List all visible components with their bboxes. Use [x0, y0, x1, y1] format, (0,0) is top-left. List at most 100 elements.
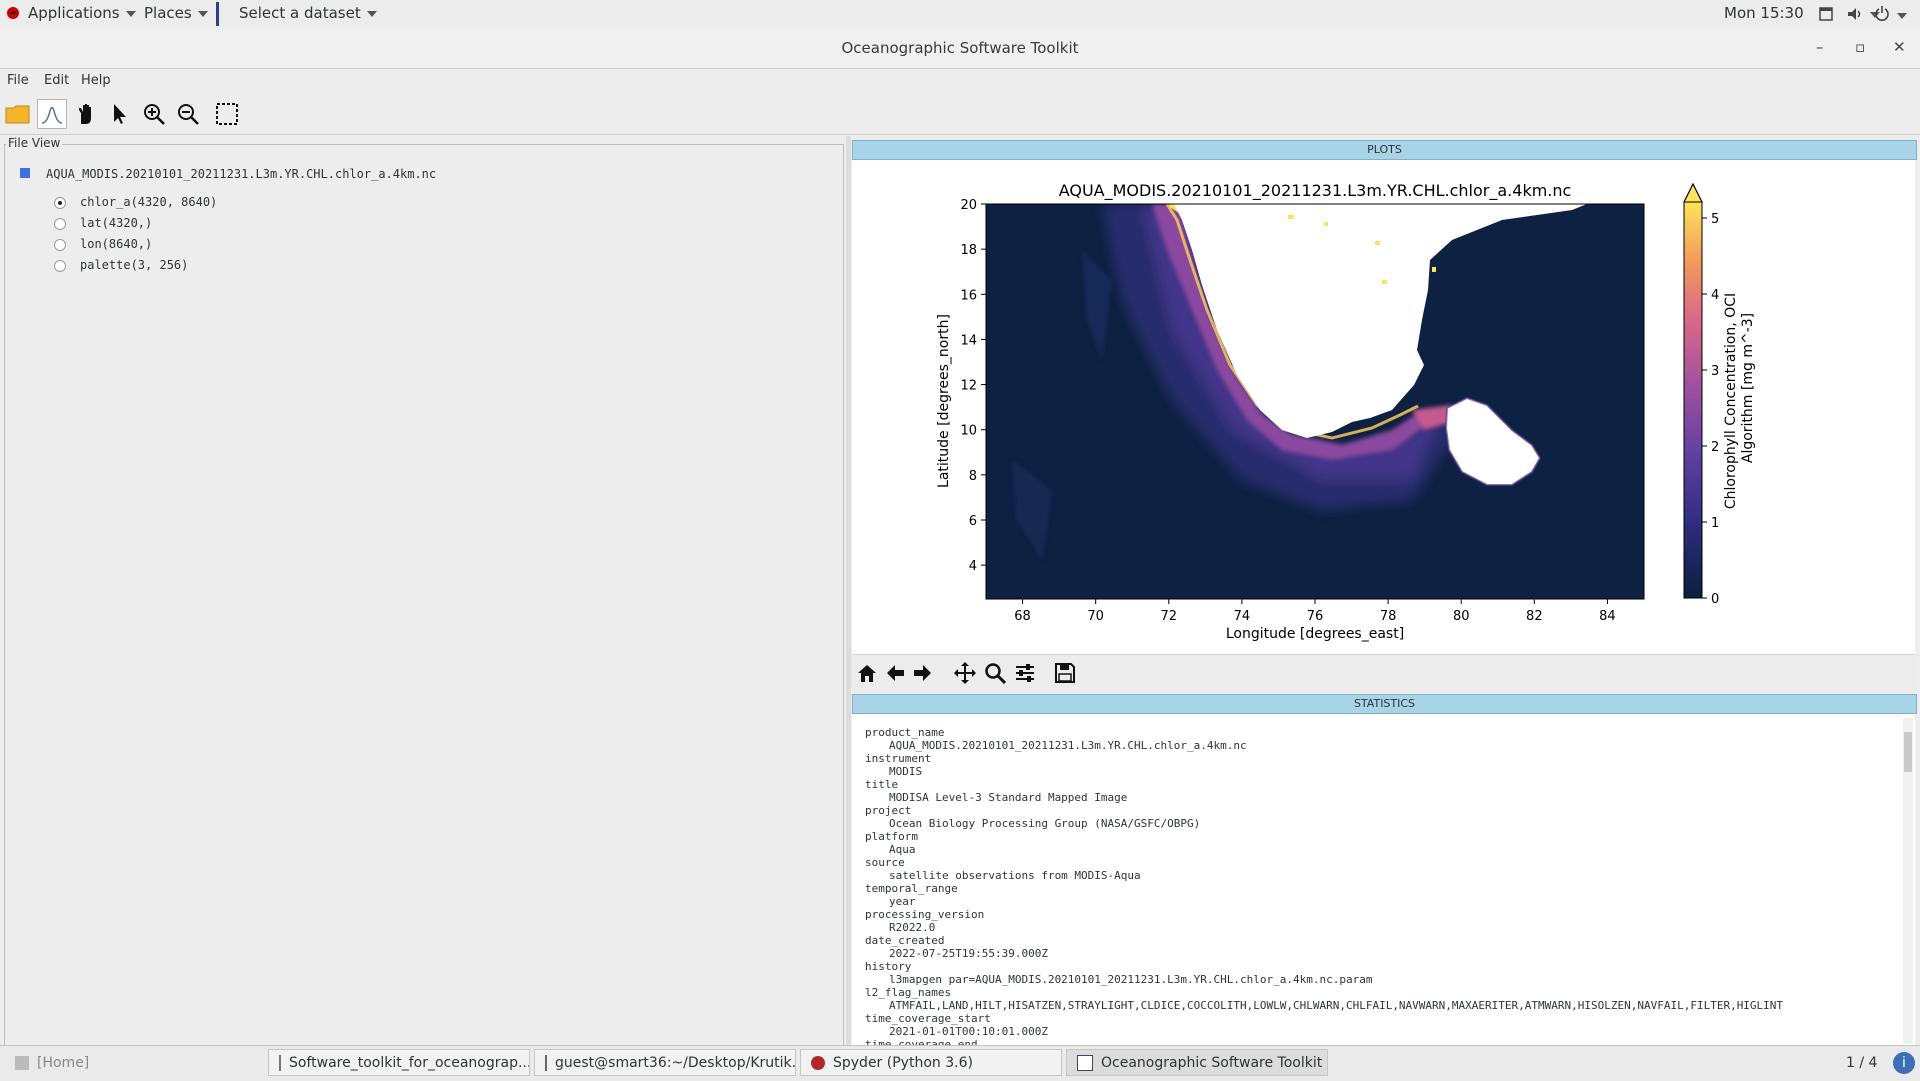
- stat-value: R2022.0: [889, 921, 936, 934]
- y-tick-label: 20: [960, 198, 977, 213]
- statistics-panel[interactable]: product_name AQUA_MODIS.20210101_20211231…: [852, 714, 1915, 1045]
- window-title: Oceanographic Software Toolkit: [841, 39, 1079, 57]
- radio-button[interactable]: [54, 238, 66, 251]
- variable-radio-palette[interactable]: palette(3, 256): [54, 258, 188, 276]
- distro-logo-icon[interactable]: [6, 6, 20, 24]
- chlorophyll-map-image: [986, 204, 1644, 599]
- file-tree-item[interactable]: AQUA_MODIS.20210101_20211231.L3m.YR.CHL.…: [46, 167, 437, 181]
- x-tick-label: 76: [1307, 609, 1324, 624]
- open-folder-button[interactable]: [3, 99, 33, 129]
- volume-icon[interactable]: [1846, 6, 1864, 26]
- plot-nav-toolbar: [852, 654, 1915, 691]
- clock[interactable]: Mon 15:30: [1724, 4, 1804, 22]
- stat-value: AQUA_MODIS.20210101_20211231.L3m.YR.CHL.…: [889, 739, 1247, 752]
- minimize-button[interactable]: –: [1816, 38, 1824, 56]
- spyder-icon: [811, 1055, 825, 1070]
- zoom-out-button[interactable]: [173, 99, 203, 129]
- menu-edit[interactable]: Edit: [44, 73, 70, 88]
- taskbar: [Home] Software_toolkit_for_oceanograp..…: [0, 1045, 1920, 1081]
- sliders-icon: [1016, 664, 1034, 682]
- stat-key: time_coverage_end: [865, 1038, 978, 1045]
- island-speck: [1324, 222, 1328, 226]
- scrollbar-thumb[interactable]: [1904, 732, 1912, 772]
- y-tick-label: 8: [969, 469, 977, 484]
- applications-label: Applications: [28, 4, 120, 22]
- file-view-frame: [4, 144, 844, 1046]
- stat-key: date_created: [865, 934, 945, 947]
- task-oceanographic-toolkit[interactable]: Oceanographic Software Toolkit: [1066, 1049, 1328, 1076]
- colorbar-tick-label: 3: [1711, 364, 1719, 379]
- task-file-manager[interactable]: Software_toolkit_for_oceanograp...: [268, 1049, 530, 1076]
- statistics-scrollbar[interactable]: [1903, 718, 1913, 1044]
- window-icon: [1077, 1054, 1093, 1071]
- plot-canvas[interactable]: AQUA_MODIS.20210101_20211231.L3m.YR.CHL.…: [852, 160, 1915, 654]
- heatmap-chart[interactable]: AQUA_MODIS.20210101_20211231.L3m.YR.CHL.…: [852, 160, 1915, 654]
- region-select-button[interactable]: [212, 99, 242, 129]
- y-axis-ticks: 4 6 8 10 12 14 16 18 20: [960, 198, 986, 574]
- info-icon[interactable]: i: [1893, 1052, 1915, 1074]
- variable-label: lon(8640,): [80, 237, 153, 251]
- select-button[interactable]: [105, 99, 135, 129]
- power-icon[interactable]: [1874, 5, 1890, 25]
- chevron-down-icon[interactable]: [1870, 5, 1880, 23]
- x-axis-ticks: 68 70 72 74 76 78 80 82 84: [1014, 599, 1616, 624]
- chevron-down-icon[interactable]: [1897, 6, 1907, 24]
- stat-value: MODIS: [889, 765, 923, 778]
- chevron-down-icon: [125, 10, 136, 17]
- task-home[interactable]: [Home]: [5, 1049, 263, 1076]
- zoom-rect-button[interactable]: [982, 660, 1008, 686]
- zoom-in-icon: [144, 104, 165, 125]
- window-list-icon[interactable]: [1818, 6, 1834, 26]
- stat-key: history: [865, 960, 912, 973]
- zoom-in-button[interactable]: [139, 99, 169, 129]
- variable-label: chlor_a(4320, 8640): [80, 195, 218, 209]
- stat-value: Ocean Biology Processing Group (NASA/GSF…: [889, 817, 1201, 830]
- pan-button[interactable]: [71, 99, 101, 129]
- pane-splitter[interactable]: [846, 136, 851, 1045]
- y-tick-label: 12: [960, 379, 977, 394]
- task-terminal[interactable]: guest@smart36:~/Desktop/Krutik...: [534, 1049, 796, 1076]
- statistics-header: STATISTICS: [852, 694, 1917, 714]
- task-spyder[interactable]: Spyder (Python 3.6): [800, 1049, 1062, 1076]
- dataset-selector[interactable]: Select a dataset: [239, 4, 377, 22]
- places-menu[interactable]: Places: [144, 4, 208, 22]
- home-button[interactable]: [854, 660, 880, 686]
- configure-subplots-button[interactable]: [1012, 660, 1038, 686]
- applications-menu[interactable]: Applications: [28, 4, 136, 22]
- workspace-indicator[interactable]: 1 / 4: [1846, 1055, 1878, 1071]
- stat-value: year: [889, 895, 916, 908]
- close-button[interactable]: ✕: [1893, 38, 1906, 56]
- variable-radio-lat[interactable]: lat(4320,): [54, 216, 152, 234]
- menu-bar: File Edit Help: [0, 69, 1920, 93]
- variable-label: palette(3, 256): [80, 258, 189, 272]
- variable-radio-chlor-a[interactable]: chlor_a(4320, 8640): [54, 195, 217, 213]
- colorbar-tick-label: 2: [1711, 440, 1719, 455]
- variable-label: lat(4320,): [80, 216, 153, 230]
- menu-file[interactable]: File: [7, 73, 29, 88]
- back-button[interactable]: [882, 660, 908, 686]
- file-marker-icon: [20, 168, 30, 178]
- maximize-button[interactable]: ▫: [1855, 38, 1866, 56]
- places-label: Places: [144, 4, 192, 22]
- variable-radio-lon[interactable]: lon(8640,): [54, 237, 152, 255]
- marquee-icon: [216, 103, 238, 125]
- y-axis-label: Latitude [degrees_north]: [936, 314, 952, 488]
- colorbar-tick-label: 4: [1711, 288, 1719, 303]
- plot-curve-button[interactable]: [37, 99, 67, 129]
- colorbar-tick-label: 1: [1711, 516, 1719, 531]
- stat-value: satellite observations from MODIS-Aqua: [889, 869, 1141, 882]
- y-tick-label: 10: [960, 424, 977, 439]
- land-mask-india: [1174, 204, 1587, 438]
- pan-axes-button[interactable]: [952, 660, 978, 686]
- stat-key: platform: [865, 830, 918, 843]
- x-tick-label: 80: [1453, 609, 1470, 624]
- radio-button[interactable]: [54, 259, 66, 272]
- menu-help[interactable]: Help: [81, 73, 111, 88]
- radio-button[interactable]: [54, 217, 66, 230]
- radio-button[interactable]: [54, 196, 66, 209]
- land-mask-sri-lanka: [1446, 398, 1540, 485]
- main-toolbar: [0, 94, 1920, 135]
- save-figure-button[interactable]: [1052, 660, 1078, 686]
- chart-title: AQUA_MODIS.20210101_20211231.L3m.YR.CHL.…: [1059, 181, 1572, 201]
- forward-button[interactable]: [910, 660, 936, 686]
